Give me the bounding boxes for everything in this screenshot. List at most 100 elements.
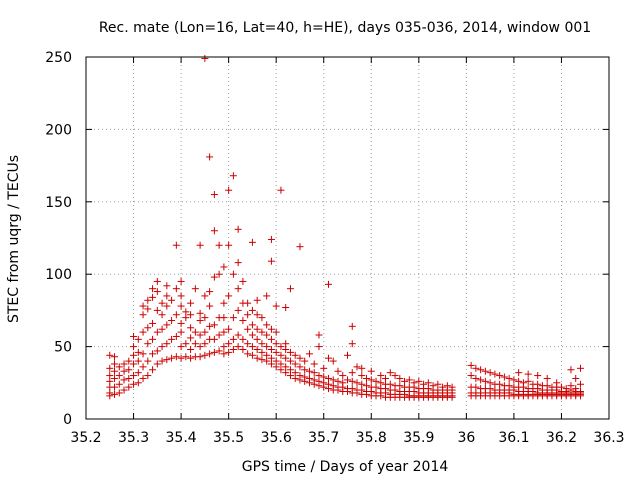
data-point (239, 277, 247, 285)
data-point (111, 360, 119, 368)
data-point (125, 366, 133, 374)
data-point (263, 331, 271, 339)
data-point (177, 328, 185, 336)
data-point (196, 331, 204, 339)
data-point (234, 343, 242, 351)
data-point (139, 311, 147, 319)
data-point (301, 357, 309, 365)
data-point (277, 343, 285, 351)
data-point (324, 374, 332, 382)
data-point (191, 285, 199, 293)
y-tick-label: 200 (45, 122, 72, 138)
data-point (396, 374, 404, 382)
data-point (567, 366, 575, 374)
data-point (149, 335, 157, 343)
data-point (182, 308, 190, 316)
data-point (172, 241, 180, 249)
data-point (253, 335, 261, 343)
data-point (234, 225, 242, 233)
data-point (329, 376, 337, 384)
data-point (196, 241, 204, 249)
data-point (258, 328, 266, 336)
data-point (248, 321, 256, 329)
data-point (263, 343, 271, 351)
data-point (172, 332, 180, 340)
data-point (168, 335, 176, 343)
plot-frame (85, 56, 610, 420)
data-point (477, 366, 485, 374)
data-point (125, 383, 133, 391)
data-point (367, 376, 375, 384)
data-point (130, 360, 138, 368)
data-point (296, 363, 304, 371)
data-point (196, 353, 204, 361)
axis-ticks (85, 56, 610, 420)
data-point (168, 317, 176, 325)
y-tick-label: 50 (54, 340, 72, 356)
data-point (172, 311, 180, 319)
data-point (215, 270, 223, 278)
data-point (524, 370, 532, 378)
data-point (334, 377, 342, 385)
x-tick-label: 35.6 (261, 430, 292, 446)
data-point (153, 328, 161, 336)
data-point (562, 385, 570, 393)
data-point (410, 379, 418, 387)
data-point (177, 319, 185, 327)
data-point (106, 372, 114, 380)
data-point (267, 345, 275, 353)
data-point (472, 374, 480, 382)
data-point (248, 306, 256, 314)
data-point (372, 377, 380, 385)
data-point (420, 380, 428, 388)
data-point (305, 350, 313, 358)
data-point (215, 347, 223, 355)
data-point (320, 364, 328, 372)
data-point (358, 372, 366, 380)
x-tick-label: 35.5 (213, 430, 244, 446)
data-point (301, 373, 309, 381)
data-point (210, 191, 218, 199)
data-point (210, 335, 218, 343)
data-point (324, 354, 332, 362)
data-point (196, 317, 204, 325)
data-point (363, 374, 371, 382)
data-point (315, 343, 323, 351)
data-point (206, 288, 214, 296)
data-point (253, 354, 261, 362)
data-point (296, 354, 304, 362)
data-point (225, 340, 233, 348)
data-point (296, 372, 304, 380)
x-tick-label: 36 (457, 430, 475, 446)
data-point (248, 351, 256, 359)
data-point (206, 302, 214, 310)
x-axis-label: GPS time / Days of year 2014 (242, 459, 449, 475)
data-point (201, 54, 209, 62)
data-point (177, 292, 185, 300)
data-point (486, 369, 494, 377)
data-point (339, 372, 347, 380)
data-point (220, 350, 228, 358)
data-point (163, 282, 171, 290)
data-point (348, 385, 356, 393)
data-point (115, 372, 123, 380)
data-point (130, 332, 138, 340)
data-point (225, 292, 233, 300)
data-point (491, 370, 499, 378)
data-point (396, 382, 404, 390)
data-point (382, 374, 390, 382)
x-tick-label: 36.3 (593, 430, 624, 446)
data-point (496, 380, 504, 388)
data-point (500, 373, 508, 381)
data-point (229, 345, 237, 353)
y-tick-label: 150 (45, 195, 72, 211)
data-point (282, 363, 290, 371)
data-point (115, 380, 123, 388)
data-point (153, 347, 161, 355)
data-point (481, 377, 489, 385)
data-point (253, 325, 261, 333)
x-tick-labels: 35.2 35.3 35.4 35.5 35.6 35.7 35.8 35.9 36 36.1 36… (70, 430, 624, 446)
x-tick-label: 35.8 (356, 430, 387, 446)
data-point (106, 351, 114, 359)
data-point (439, 383, 447, 391)
